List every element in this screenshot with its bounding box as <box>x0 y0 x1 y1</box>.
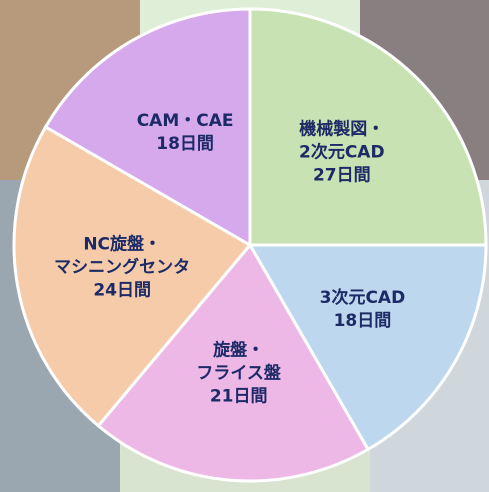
value-label: 18日間 <box>333 310 392 331</box>
slice-label: CAM・CAE 18日間 <box>137 110 234 156</box>
slice-label: NC旋盤・ マシニングセンタ 24日間 <box>54 233 190 302</box>
pie-slice <box>43 7 252 248</box>
slice-label: 3次元CAD 18日間 <box>320 287 406 333</box>
category-label: NC旋盤・ マシニングセンタ <box>54 234 191 278</box>
slice-label: 旋盤・ フライス盤 21日間 <box>196 340 281 409</box>
category-label: CAM・CAE <box>136 110 234 131</box>
value-label: 21日間 <box>209 386 268 407</box>
pie-slice <box>248 7 488 247</box>
value-label: 18日間 <box>156 133 214 154</box>
slice-label: 機械製図・ 2次元CAD 27日間 <box>299 119 385 188</box>
category-label: 旋盤・ フライス盤 <box>196 340 281 384</box>
value-label: 27日間 <box>312 165 371 186</box>
value-label: 24日間 <box>93 280 151 301</box>
category-label: 機械製図・ 2次元CAD <box>298 119 385 163</box>
pie-slice <box>12 124 253 428</box>
pie-slice <box>96 242 371 483</box>
category-label: 3次元CAD <box>319 287 406 308</box>
pie-slice <box>247 243 488 452</box>
